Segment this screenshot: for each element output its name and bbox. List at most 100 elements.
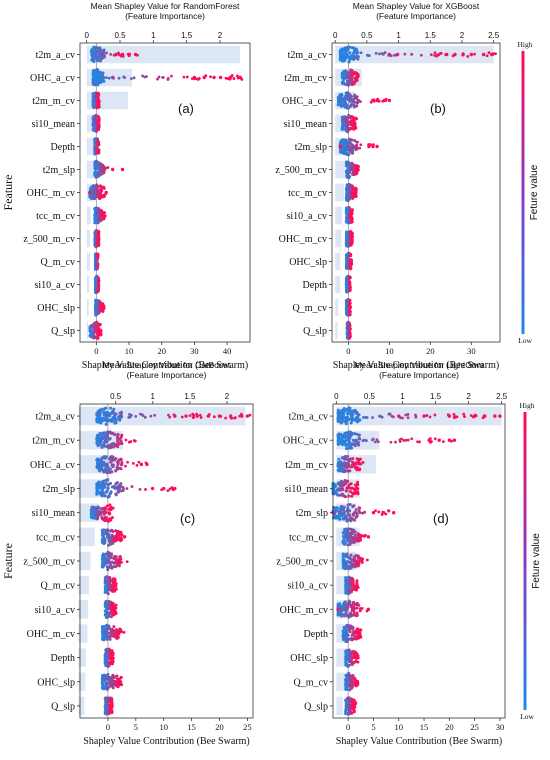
swarm-point: [101, 77, 104, 80]
swarm-point: [355, 603, 358, 606]
swarm-point: [94, 207, 97, 210]
swarm-point: [353, 558, 356, 561]
swarm-point: [348, 592, 351, 595]
bottom-axis-tick-label: 15: [187, 722, 196, 732]
swarm-point: [103, 626, 106, 629]
swarm-point: [346, 506, 349, 509]
swarm-point: [342, 535, 345, 538]
swarm-point: [358, 147, 361, 150]
swarm-point: [351, 531, 354, 534]
swarm-point: [357, 487, 360, 490]
swarm-point: [107, 698, 110, 701]
swarm-point: [106, 616, 109, 619]
swarm-point: [130, 414, 133, 417]
swarm-point: [344, 435, 347, 438]
swarm-point: [359, 458, 362, 461]
swarm-point: [119, 536, 122, 539]
swarm-point: [335, 489, 338, 492]
swarm-point: [356, 483, 359, 486]
swarm-point: [99, 333, 102, 336]
swarm-point: [354, 530, 357, 533]
bottom-axis-tick-label: 10: [159, 722, 168, 732]
swarm-point: [91, 515, 94, 518]
swarm-point: [103, 48, 106, 51]
swarm-point: [387, 509, 390, 512]
swarm-point: [90, 509, 93, 512]
swarm-point: [97, 290, 100, 293]
swarm-point: [97, 143, 100, 146]
swarm-point: [110, 651, 113, 654]
swarm-point: [161, 76, 164, 79]
swarm-outlier: [111, 168, 114, 171]
swarm-point: [112, 625, 115, 628]
feature-label: Q_m_cv: [41, 581, 75, 592]
swarm-outlier: [229, 414, 232, 417]
swarm-point: [105, 651, 108, 654]
swarm-point: [350, 495, 353, 498]
panel-title: Mean Shapley Value for LightGbm: [354, 360, 483, 370]
swarm-point: [102, 480, 105, 483]
swarm-point: [100, 189, 103, 192]
swarm-point: [425, 414, 428, 417]
swarm-point: [94, 118, 97, 121]
swarm-point: [345, 439, 348, 442]
swarm-point: [346, 81, 349, 84]
swarm-point: [101, 484, 104, 487]
swarm-point: [137, 461, 140, 464]
swarm-point: [339, 518, 342, 521]
swarm-point: [199, 414, 202, 417]
swarm-point: [442, 440, 445, 443]
swarm-point: [139, 488, 142, 491]
swarm-point: [117, 630, 120, 633]
swarm-point: [123, 631, 126, 634]
swarm-point: [117, 530, 120, 533]
swarm-point: [95, 311, 98, 314]
swarm-point: [104, 494, 107, 497]
swarm-point: [410, 437, 413, 440]
swarm-point: [90, 331, 93, 334]
swarm-point: [167, 78, 170, 81]
swarm-point: [345, 284, 348, 287]
swarm-point: [372, 438, 375, 441]
y-axis-label: Feature: [1, 175, 15, 211]
swarm-point: [378, 53, 381, 56]
swarm-point: [346, 412, 349, 415]
swarm-point: [350, 242, 353, 245]
swarm-point: [350, 413, 353, 416]
swarm-point: [349, 149, 352, 152]
swarm-point: [350, 216, 353, 219]
swarm-point: [181, 416, 184, 419]
swarm-point: [407, 439, 410, 442]
swarm-point: [96, 490, 99, 493]
swarm-point: [350, 259, 353, 262]
swarm-point: [234, 416, 237, 419]
swarm-point: [102, 687, 105, 690]
feature-label: OHC_slp: [289, 257, 327, 268]
swarm-point: [350, 127, 353, 130]
swarm-point: [89, 188, 92, 191]
swarm-point: [398, 439, 401, 442]
swarm-point: [104, 214, 107, 217]
swarm-point: [96, 68, 99, 71]
top-axis-tick-label: 0: [333, 31, 338, 40]
swarm-point: [108, 513, 111, 516]
importance-bar: [335, 230, 341, 247]
bottom-axis-tick-label: 5: [134, 722, 138, 732]
swarm-point: [336, 493, 339, 496]
swarm-point: [98, 46, 101, 49]
swarm-point: [344, 463, 347, 466]
swarm-point: [115, 582, 118, 585]
feature-label: Q_m_cv: [293, 303, 327, 314]
swarm-point: [101, 461, 104, 464]
swarm-point: [94, 238, 97, 241]
swarm-point: [418, 440, 421, 443]
feature-label: Q_m_cv: [41, 257, 75, 268]
swarm-point: [394, 441, 397, 444]
swarm-point: [343, 601, 346, 604]
swarm-point: [346, 455, 349, 458]
swarm-point: [94, 215, 97, 218]
panel-subtitle: (Feature Importance): [376, 11, 456, 21]
swarm-point: [353, 191, 356, 194]
swarm-point: [106, 505, 109, 508]
swarm-point: [96, 150, 99, 153]
